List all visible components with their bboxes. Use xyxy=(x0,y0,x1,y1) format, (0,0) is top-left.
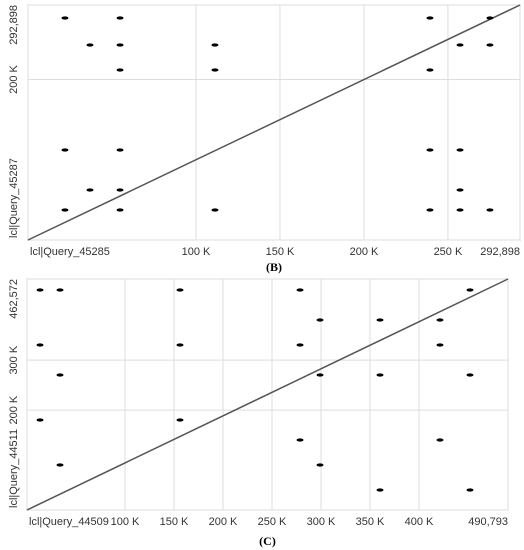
dot xyxy=(116,148,124,152)
diagonal-line xyxy=(27,4,521,241)
y-tick-label: lcl|Query_44511 xyxy=(8,429,20,508)
dot xyxy=(486,208,494,212)
dot xyxy=(436,438,444,442)
caption: (B) xyxy=(266,260,282,274)
x-tick-label: 100 K xyxy=(111,516,140,528)
dot xyxy=(61,148,69,152)
x-tick-label: 400 K xyxy=(405,516,434,528)
dot xyxy=(486,43,494,47)
y-tick-label: 292,898 xyxy=(8,5,20,45)
y-tick-label: 200 K xyxy=(8,65,20,94)
dot xyxy=(426,16,434,20)
dot xyxy=(116,68,124,72)
x-tick-label: lcl|Query_44509 xyxy=(29,516,109,528)
dot xyxy=(376,318,384,322)
y-tick-label: lcl|Query_45287 xyxy=(8,158,20,238)
dot xyxy=(56,288,64,292)
caption: (C) xyxy=(259,534,276,548)
x-tick-label: 300 K xyxy=(307,516,336,528)
x-tick-label: 250 K xyxy=(258,516,287,528)
x-tick-label: 150 K xyxy=(160,516,189,528)
dot xyxy=(176,418,184,422)
dot xyxy=(61,208,69,212)
y-tick-label: 300 K xyxy=(8,345,20,374)
dot xyxy=(116,43,124,47)
dot xyxy=(56,463,64,467)
dot xyxy=(61,16,69,20)
dot xyxy=(376,488,384,492)
dot xyxy=(116,208,124,212)
dot xyxy=(316,463,324,467)
dot xyxy=(36,343,44,347)
dot xyxy=(456,188,464,192)
dot xyxy=(466,373,474,377)
dot xyxy=(466,288,474,292)
x-tick-label: 350 K xyxy=(356,516,385,528)
dot xyxy=(376,373,384,377)
dot xyxy=(486,16,494,20)
dot xyxy=(456,43,464,47)
dot xyxy=(436,343,444,347)
dot xyxy=(211,43,219,47)
dot xyxy=(36,288,44,292)
diagonal-line xyxy=(26,278,509,511)
x-tick-label: 100 K xyxy=(182,246,211,258)
x-tick-label: 250 K xyxy=(434,246,463,258)
y-tick-label: 462,572 xyxy=(8,279,20,319)
dot xyxy=(456,148,464,152)
dot xyxy=(316,373,324,377)
dot xyxy=(296,288,304,292)
dot xyxy=(116,16,124,20)
dot xyxy=(56,373,64,377)
dot xyxy=(426,148,434,152)
y-tick-label: 200 K xyxy=(8,395,20,424)
x-tick-label: lcl|Query_45285 xyxy=(30,246,110,258)
dot xyxy=(36,418,44,422)
x-tick-label: 200 K xyxy=(209,516,238,528)
dot xyxy=(86,43,94,47)
x-tick-label: 490,793 xyxy=(468,516,508,528)
dot xyxy=(296,343,304,347)
dot xyxy=(86,188,94,192)
dot xyxy=(211,208,219,212)
dot xyxy=(176,288,184,292)
dot xyxy=(176,343,184,347)
dot xyxy=(426,68,434,72)
dot xyxy=(116,188,124,192)
dot xyxy=(466,488,474,492)
x-tick-label: 292,898 xyxy=(480,246,520,258)
x-tick-label: 200 K xyxy=(350,246,379,258)
dot xyxy=(211,68,219,72)
dot xyxy=(456,208,464,212)
dot xyxy=(316,318,324,322)
x-tick-label: 150 K xyxy=(266,246,295,258)
dot xyxy=(426,208,434,212)
dot xyxy=(436,318,444,322)
dot xyxy=(296,438,304,442)
